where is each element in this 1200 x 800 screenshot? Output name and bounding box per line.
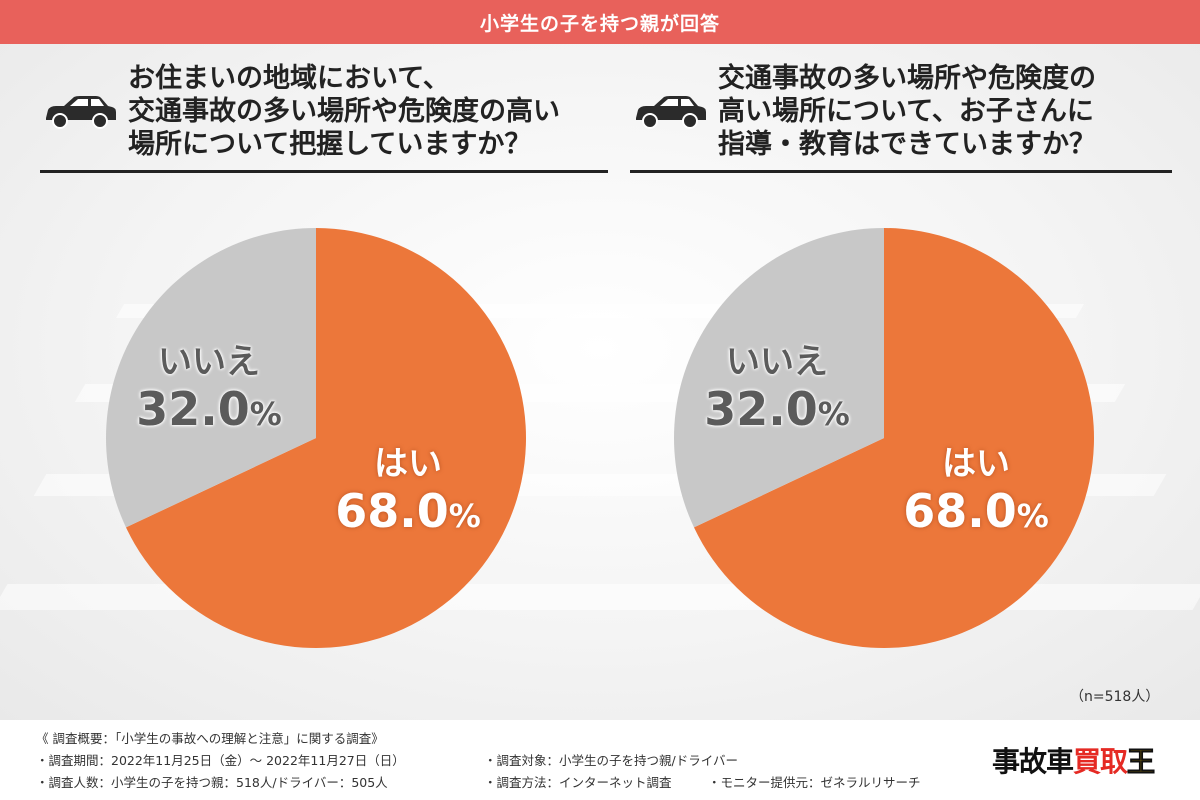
question-text: 交通事故の多い場所や危険度の 高い場所について、お子さんに 指導・教育はできてい… xyxy=(718,62,1172,161)
question-underline xyxy=(40,170,608,173)
question-underline xyxy=(630,170,1172,173)
slice-label: いいえ xyxy=(726,342,828,382)
survey-period: ・調査期間：2022年11月25日（金）～ 2022年11月27日（日） xyxy=(36,753,405,768)
logo-part: 買取 xyxy=(1073,745,1128,778)
survey-footer: 《 調査概要：「小学生の事故への理解と注意」に関する調査》 ・調査期間：2022… xyxy=(0,722,1200,800)
question-text: お住まいの地域において、 交通事故の多い場所や危険度の高い 場所について把握して… xyxy=(128,62,608,161)
pie-chart-2: いいえ 32.0% はい 68.0% xyxy=(674,228,1094,648)
sample-size-note: （n=518人） xyxy=(1070,689,1160,705)
pie-slice-no xyxy=(106,228,316,528)
logo-part: 王 xyxy=(1127,745,1156,779)
slice-label: はい xyxy=(942,444,1010,484)
slice-value-number: 32.0 xyxy=(136,382,250,436)
slice-value-number: 32.0 xyxy=(704,382,818,436)
slice-label: はい xyxy=(374,444,442,484)
survey-summary: 《 調査概要：「小学生の事故への理解と注意」に関する調査》 xyxy=(36,731,384,746)
slice-value-number: 68.0 xyxy=(335,484,449,538)
car-icon xyxy=(46,96,116,129)
pie-label-yes: はい 68.0% xyxy=(328,444,488,543)
pie-svg xyxy=(106,228,526,648)
survey-method: ・調査方法：インターネット調査 xyxy=(484,775,672,790)
pie-label-no: いいえ 32.0% xyxy=(134,342,284,441)
percent-sign: % xyxy=(1016,497,1049,535)
car-icon xyxy=(636,96,706,129)
logo-part: 事故車 xyxy=(992,745,1074,778)
pie-chart-1: いいえ 32.0% はい 68.0% xyxy=(106,228,526,648)
question-2: 交通事故の多い場所や危険度の 高い場所について、お子さんに 指導・教育はできてい… xyxy=(630,58,1172,178)
question-line: 交通事故の多い場所や危険度の xyxy=(718,63,1096,94)
question-line: 場所について把握していますか？ xyxy=(128,129,532,160)
pie-slice-no xyxy=(674,228,884,528)
pie-svg xyxy=(674,228,1094,648)
pie-slice-yes xyxy=(125,228,526,648)
survey-target: ・調査対象：小学生の子を持つ親/ドライバー xyxy=(484,753,738,768)
question-line: 指導・教育はできていますか？ xyxy=(718,129,1096,160)
question-line: お住まいの地域において、 xyxy=(128,63,450,94)
survey-provider: ・モニター提供元：ゼネラルリサーチ xyxy=(708,775,921,790)
percent-sign: % xyxy=(817,395,850,433)
question-line: 高い場所について、お子さんに xyxy=(718,96,1094,127)
pie-slice-yes xyxy=(693,228,1094,648)
slice-value: 68.0% xyxy=(896,484,1056,543)
slice-value: 68.0% xyxy=(328,484,488,543)
slice-value: 32.0% xyxy=(134,382,284,441)
pie-label-no: いいえ 32.0% xyxy=(702,342,852,441)
brand-logo: 事故車 買取王 xyxy=(992,740,1156,780)
page-header: 小学生の子を持つ親が回答 xyxy=(0,0,1200,44)
pie-label-yes: はい 68.0% xyxy=(896,444,1056,543)
header-title: 小学生の子を持つ親が回答 xyxy=(479,12,720,35)
question-1: お住まいの地域において、 交通事故の多い場所や危険度の高い 場所について把握して… xyxy=(40,58,608,178)
slice-value-number: 68.0 xyxy=(903,484,1017,538)
slice-value: 32.0% xyxy=(702,382,852,441)
survey-count: ・調査人数：小学生の子を持つ親：518人/ドライバー：505人 xyxy=(36,775,388,790)
slice-label: いいえ xyxy=(158,342,260,382)
question-line: 交通事故の多い場所や危険度の高い xyxy=(128,96,560,127)
percent-sign: % xyxy=(249,395,282,433)
percent-sign: % xyxy=(448,497,481,535)
